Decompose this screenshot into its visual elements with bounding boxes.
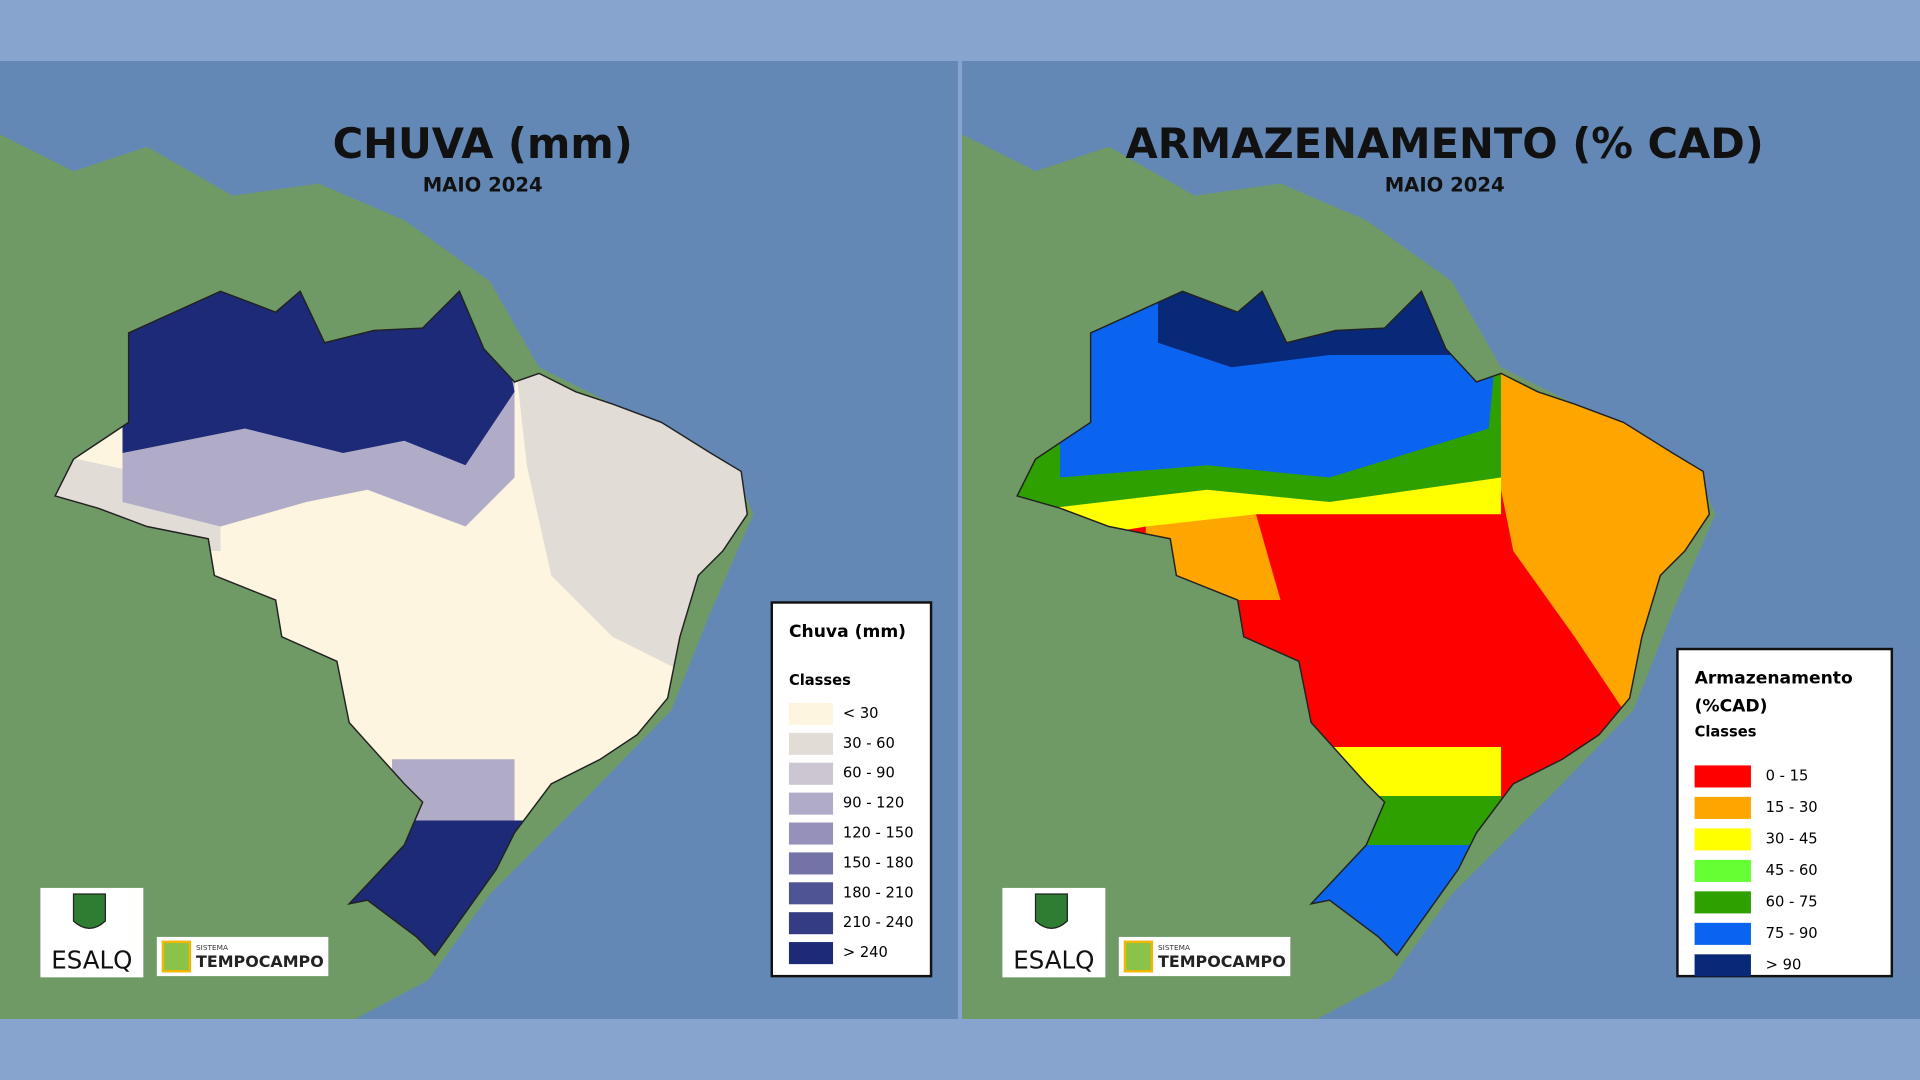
map-region — [1354, 796, 1502, 858]
legend-swatch — [1694, 954, 1751, 977]
legend-label: 90 - 120 — [843, 795, 904, 812]
legend-classes-label: Classes — [1695, 723, 1757, 740]
legend-swatch — [1694, 796, 1751, 819]
legend-swatch — [1694, 922, 1751, 945]
esalq-shield — [72, 893, 106, 929]
esalq-logo-text: ESALQ — [1013, 945, 1094, 974]
legend-label: > 90 — [1766, 956, 1802, 973]
map-subtitle: MAIO 2024 — [423, 173, 543, 196]
legend-swatch — [1694, 828, 1751, 851]
legend-label: 75 - 90 — [1766, 925, 1818, 942]
legend-swatch — [788, 882, 834, 905]
legend-label: < 30 — [843, 705, 879, 722]
legend-label: 60 - 75 — [1766, 893, 1818, 910]
tempocampo-name: TEMPOCAMPO — [196, 952, 324, 971]
legend-title: (%CAD) — [1695, 697, 1768, 717]
tempocampo-sistema: SISTEMA — [1158, 943, 1190, 952]
esalq-logo-text: ESALQ — [51, 945, 132, 974]
legend-label: 0 - 15 — [1766, 767, 1809, 784]
legend-swatch — [788, 762, 834, 785]
esalq-shield — [1034, 893, 1068, 929]
map-panel: CHUVA (mm) MAIO 2024 Chuva (mm) Classes < 30… — [0, 61, 958, 1019]
legend-swatch — [788, 852, 834, 875]
legend-label: 120 - 150 — [843, 825, 914, 842]
legend-swatch — [1694, 891, 1751, 914]
legend-swatch — [788, 702, 834, 725]
brazil-map — [55, 291, 748, 956]
map-panel: ARMAZENAMENTO (% CAD) MAIO 2024 Armazename… — [962, 61, 1920, 1019]
legend-label: 45 - 60 — [1766, 862, 1818, 879]
legend-swatch — [788, 732, 834, 755]
tempocampo-sistema: SISTEMA — [196, 943, 228, 952]
map-title: ARMAZENAMENTO (% CAD) — [1126, 119, 1764, 168]
legend-label: 15 - 30 — [1766, 799, 1818, 816]
legend-title: Chuva (mm) — [789, 622, 906, 642]
legend-swatch — [788, 942, 834, 965]
legend-swatch — [788, 912, 834, 935]
legend-swatch — [1694, 859, 1751, 882]
legend-label: 30 - 60 — [843, 735, 895, 752]
legend-label: 60 - 90 — [843, 765, 895, 782]
legend-title: Armazenamento — [1695, 668, 1853, 688]
legend-label: 180 - 210 — [843, 884, 914, 901]
legend-swatch — [788, 822, 834, 845]
tempocampo-icon — [161, 940, 192, 973]
tempocampo-icon — [1123, 940, 1154, 973]
brazil-outline — [1016, 290, 1711, 957]
map-region — [343, 820, 540, 956]
map-title: CHUVA (mm) — [333, 119, 633, 168]
map-subtitle: MAIO 2024 — [1385, 173, 1505, 196]
legend-classes-label: Classes — [789, 672, 851, 689]
legend-label: > 240 — [843, 944, 888, 961]
legend-label: 150 - 180 — [843, 854, 914, 871]
legend-label: 30 - 45 — [1766, 830, 1818, 847]
brazil-outline — [54, 290, 749, 957]
legend-swatch — [1694, 765, 1751, 788]
tempocampo-name: TEMPOCAMPO — [1158, 952, 1286, 971]
legend-label: 210 - 240 — [843, 914, 914, 931]
legend-swatch — [788, 792, 834, 815]
